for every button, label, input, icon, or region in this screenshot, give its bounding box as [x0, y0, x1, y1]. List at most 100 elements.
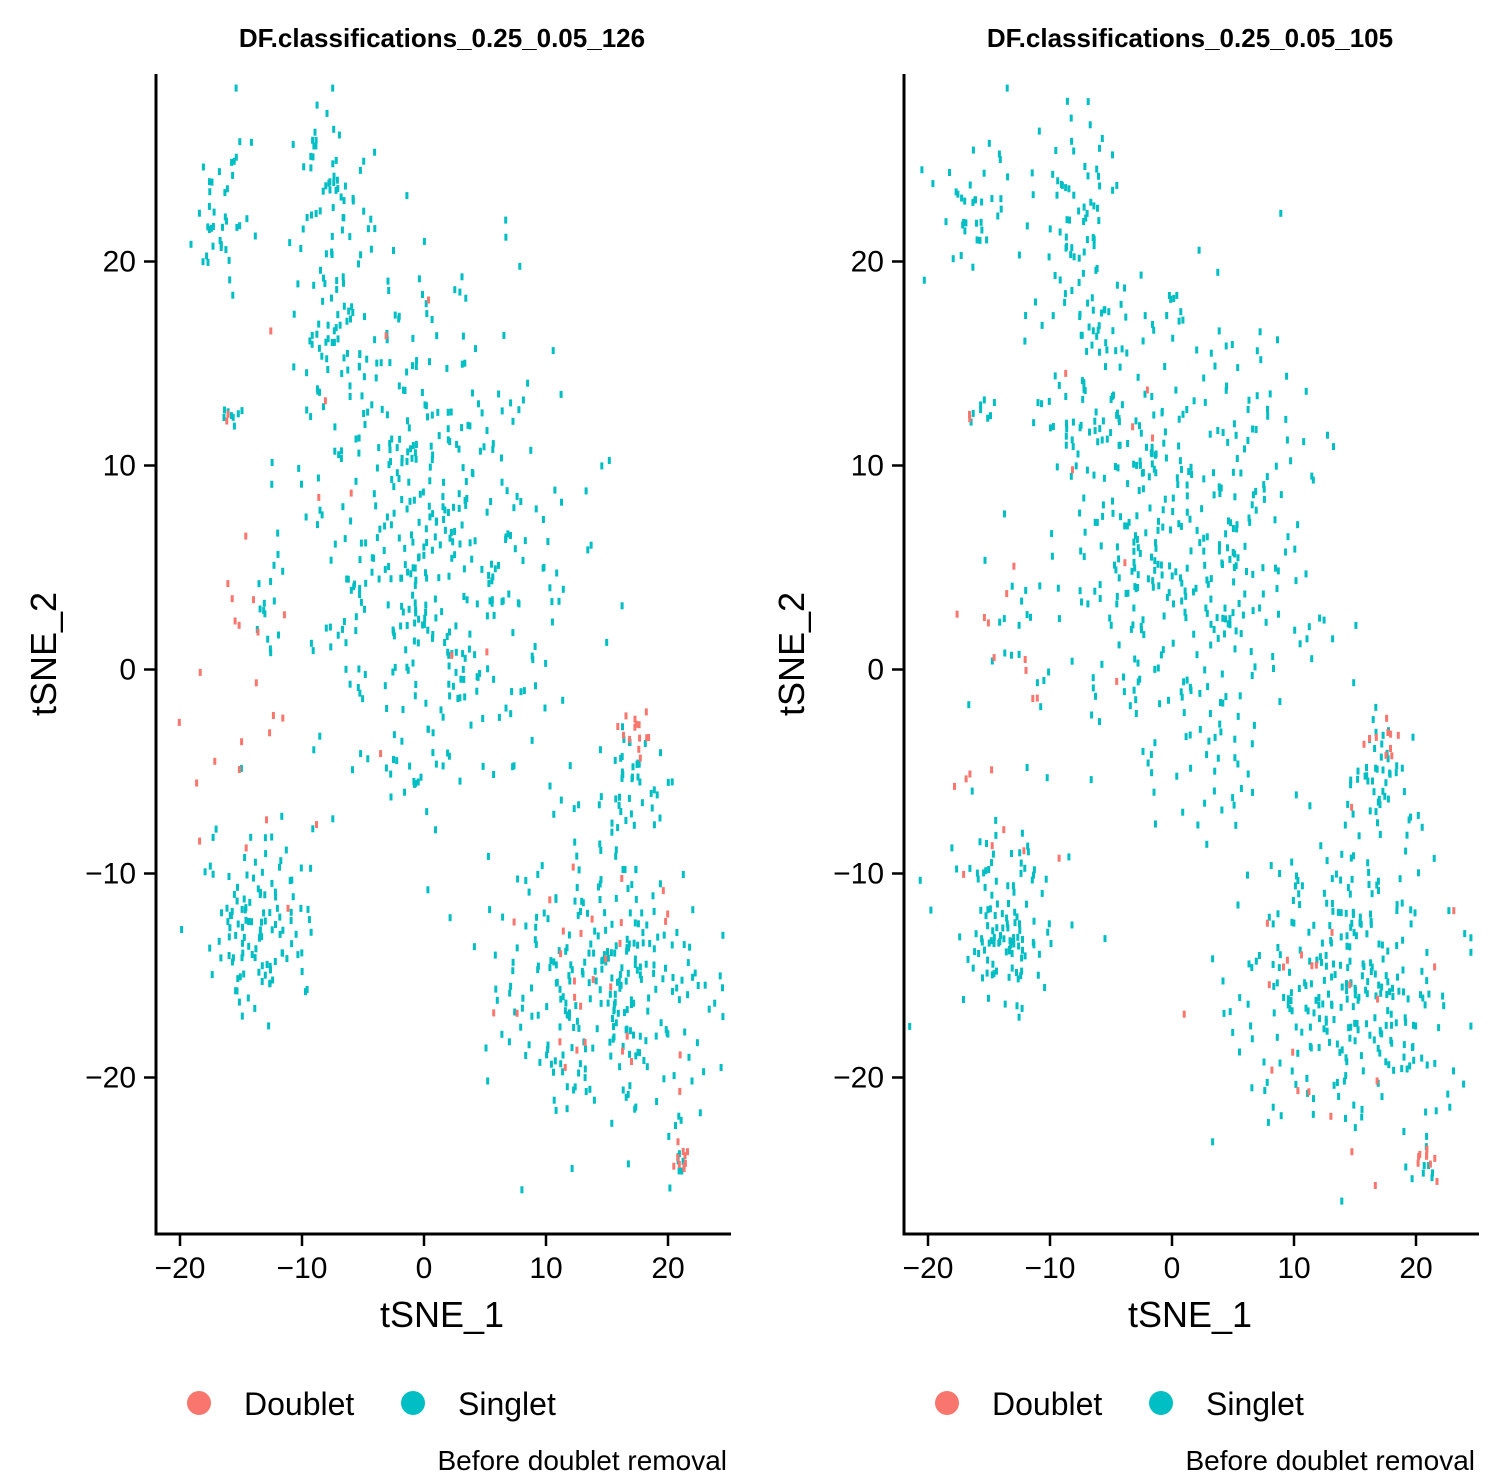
singlet-point — [1082, 203, 1086, 211]
singlet-point — [1369, 959, 1373, 967]
singlet-point — [975, 869, 979, 877]
singlet-point — [1403, 1014, 1407, 1022]
singlet-point — [497, 390, 501, 398]
singlet-point — [510, 688, 514, 695]
singlet-point — [1216, 427, 1220, 434]
singlet-point — [330, 294, 333, 302]
singlet-point — [1307, 928, 1311, 936]
singlet-point — [1161, 506, 1165, 514]
singlet-point — [411, 362, 414, 370]
singlet-point — [623, 1009, 626, 1017]
singlet-point — [359, 598, 363, 606]
singlet-point — [342, 354, 346, 362]
singlet-point — [340, 226, 344, 234]
singlet-point — [1232, 564, 1236, 571]
doublet-point — [195, 779, 199, 787]
singlet-point — [471, 389, 474, 397]
singlet-point — [493, 951, 497, 959]
singlet-point — [509, 982, 513, 990]
singlet-point — [431, 749, 435, 757]
singlet-point — [968, 181, 972, 189]
singlet-point — [1026, 848, 1030, 856]
singlet-point — [1275, 585, 1279, 593]
singlet-point — [469, 721, 473, 729]
singlet-point — [1304, 570, 1308, 578]
singlet-point — [610, 974, 614, 982]
singlet-point — [289, 908, 293, 916]
singlet-point — [314, 136, 318, 144]
singlet-point — [1006, 173, 1010, 181]
singlet-point — [1071, 443, 1075, 451]
singlet-point — [1080, 598, 1083, 606]
singlet-point — [1096, 438, 1100, 446]
singlet-point — [1371, 716, 1375, 724]
doublet-point — [1057, 854, 1061, 862]
singlet-point — [373, 336, 377, 344]
singlet-point — [234, 931, 238, 939]
singlet-point — [481, 762, 485, 770]
singlet-point — [1431, 1169, 1434, 1177]
singlet-point — [374, 374, 378, 382]
singlet-point — [1221, 429, 1225, 436]
singlet-point — [378, 525, 382, 533]
doublet-point — [1389, 730, 1393, 738]
doublet-point — [244, 532, 248, 540]
singlet-point — [393, 311, 397, 319]
singlet-point — [634, 1052, 638, 1060]
singlet-point — [1320, 939, 1324, 947]
singlet-point — [1091, 684, 1095, 692]
singlet-point — [1246, 405, 1250, 413]
singlet-point — [288, 239, 292, 247]
singlet-point — [329, 643, 333, 651]
singlet-point — [1344, 1072, 1348, 1080]
singlet-point — [1053, 372, 1057, 380]
singlet-point — [614, 846, 618, 854]
singlet-point — [472, 943, 476, 951]
singlet-point — [1235, 521, 1239, 529]
singlet-point — [1209, 641, 1213, 649]
singlet-point — [265, 961, 269, 968]
singlet-point — [1257, 952, 1261, 959]
singlet-point — [1381, 766, 1385, 774]
singlet-point — [269, 649, 273, 657]
singlet-point — [1346, 964, 1350, 972]
singlet-point — [1017, 650, 1021, 658]
singlet-point — [986, 414, 990, 422]
singlet-point — [422, 621, 426, 628]
doublet-point — [1433, 1154, 1437, 1162]
singlet-point — [592, 949, 596, 957]
singlet-point — [1198, 539, 1202, 547]
singlet-point — [1350, 919, 1354, 927]
singlet-point — [611, 1015, 614, 1022]
singlet-point — [981, 974, 984, 982]
singlet-point — [1349, 1023, 1353, 1031]
singlet-point — [1095, 332, 1099, 340]
singlet-point — [995, 900, 999, 908]
singlet-point — [1262, 485, 1266, 493]
singlet-point — [1339, 909, 1343, 917]
singlet-point — [330, 251, 334, 258]
singlet-point — [1386, 947, 1390, 955]
singlet-point — [1274, 564, 1277, 572]
doublet-point — [1012, 562, 1016, 570]
singlet-point — [1442, 1002, 1446, 1010]
singlet-point — [471, 470, 475, 478]
singlet-point — [436, 408, 440, 416]
singlet-point — [235, 897, 239, 905]
singlet-point — [426, 413, 429, 421]
doublet-point — [1329, 1112, 1333, 1120]
singlet-point — [417, 275, 421, 283]
singlet-point — [1328, 922, 1332, 930]
singlet-point — [437, 432, 441, 440]
singlet-point — [232, 157, 236, 165]
singlet-point — [226, 918, 230, 926]
singlet-point — [1365, 990, 1369, 998]
panel-1-legend-singlet-swatch — [401, 1391, 425, 1415]
singlet-point — [1130, 567, 1134, 575]
singlet-point — [618, 1063, 622, 1071]
singlet-point — [1141, 337, 1145, 345]
doublet-point — [1115, 677, 1119, 685]
singlet-point — [583, 1065, 587, 1073]
singlet-point — [561, 1051, 565, 1059]
singlet-point — [1203, 666, 1207, 674]
